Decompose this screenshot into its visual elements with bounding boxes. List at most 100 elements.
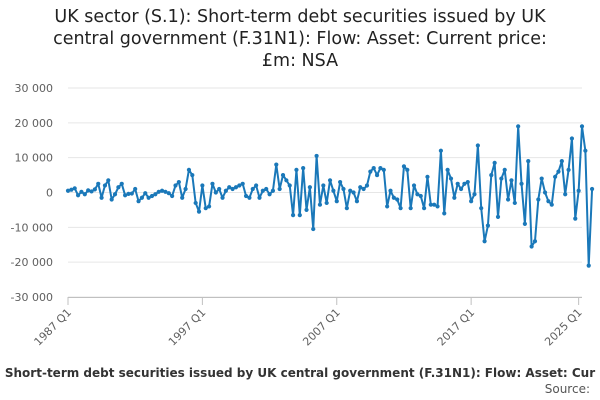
data-point[interactable] — [297, 213, 302, 218]
data-point[interactable] — [542, 190, 548, 195]
data-point[interactable] — [153, 192, 158, 197]
data-point[interactable] — [89, 189, 94, 194]
data-point[interactable] — [583, 148, 588, 153]
data-point[interactable] — [143, 191, 148, 196]
data-point[interactable] — [65, 188, 71, 193]
data-point[interactable] — [270, 188, 276, 193]
data-point[interactable] — [240, 181, 245, 186]
data-point[interactable] — [294, 167, 299, 172]
data-point[interactable] — [371, 166, 376, 171]
data-point[interactable] — [99, 195, 104, 200]
data-point[interactable] — [405, 167, 410, 172]
data-point[interactable] — [425, 174, 430, 179]
data-point[interactable] — [338, 179, 343, 185]
data-point[interactable] — [566, 167, 571, 172]
data-point[interactable] — [227, 185, 232, 190]
data-point[interactable] — [237, 183, 242, 188]
data-point[interactable] — [485, 223, 491, 228]
data-point[interactable] — [401, 164, 407, 169]
data-point[interactable] — [549, 202, 554, 207]
data-point[interactable] — [529, 244, 534, 249]
data-point[interactable] — [123, 193, 128, 198]
data-point[interactable] — [536, 197, 541, 202]
data-point[interactable] — [129, 191, 134, 196]
data-point[interactable] — [579, 124, 585, 129]
data-point[interactable] — [586, 263, 591, 268]
data-point[interactable] — [72, 186, 77, 191]
data-point[interactable] — [354, 199, 360, 204]
data-point[interactable] — [284, 178, 289, 183]
data-point[interactable] — [213, 190, 218, 195]
data-point[interactable] — [539, 176, 544, 181]
data-point[interactable] — [388, 188, 393, 193]
data-point[interactable] — [589, 186, 595, 192]
data-point[interactable] — [563, 192, 568, 197]
data-point[interactable] — [334, 199, 339, 204]
data-point[interactable] — [556, 169, 561, 174]
data-point[interactable] — [361, 186, 366, 192]
data-point[interactable] — [257, 195, 262, 200]
data-point[interactable] — [264, 186, 269, 192]
data-point[interactable] — [351, 190, 356, 195]
data-point[interactable] — [233, 185, 239, 190]
data-point[interactable] — [119, 181, 124, 186]
data-point[interactable] — [250, 186, 255, 192]
data-point[interactable] — [311, 226, 316, 232]
data-point[interactable] — [317, 202, 323, 207]
data-point[interactable] — [415, 192, 420, 197]
data-point[interactable] — [210, 181, 215, 186]
data-point[interactable] — [462, 181, 467, 186]
data-point[interactable] — [304, 207, 309, 213]
data-point[interactable] — [526, 159, 531, 164]
data-point[interactable] — [230, 186, 235, 192]
data-point[interactable] — [112, 192, 118, 197]
data-point[interactable] — [482, 239, 487, 244]
data-point[interactable] — [287, 183, 292, 188]
data-point[interactable] — [512, 200, 517, 206]
data-point[interactable] — [75, 193, 81, 198]
data-point[interactable] — [479, 206, 484, 211]
data-point[interactable] — [170, 193, 175, 199]
data-point[interactable] — [254, 183, 259, 188]
data-point[interactable] — [79, 189, 84, 194]
data-point[interactable] — [173, 183, 178, 188]
data-point[interactable] — [301, 166, 306, 171]
data-point[interactable] — [418, 193, 423, 199]
data-point[interactable] — [193, 200, 198, 206]
data-point[interactable] — [260, 188, 265, 193]
data-point[interactable] — [106, 178, 111, 183]
data-point[interactable] — [492, 160, 497, 165]
data-point[interactable] — [458, 186, 464, 192]
data-point[interactable] — [341, 186, 346, 192]
data-point[interactable] — [432, 202, 437, 207]
data-point[interactable] — [445, 167, 450, 172]
data-point[interactable] — [546, 199, 551, 204]
data-point[interactable] — [109, 197, 114, 202]
data-point[interactable] — [290, 213, 296, 218]
data-point[interactable] — [180, 195, 185, 200]
data-point[interactable] — [207, 204, 212, 209]
data-point[interactable] — [516, 124, 521, 129]
data-point[interactable] — [274, 162, 279, 167]
data-point[interactable] — [368, 169, 373, 174]
data-point[interactable] — [395, 197, 400, 202]
data-point[interactable] — [442, 211, 447, 216]
data-point[interactable] — [553, 174, 558, 179]
data-point[interactable] — [378, 166, 383, 171]
data-point[interactable] — [475, 143, 480, 148]
data-point[interactable] — [522, 221, 527, 226]
data-point[interactable] — [344, 206, 349, 211]
data-point[interactable] — [519, 181, 524, 186]
data-point[interactable] — [569, 136, 575, 141]
data-point[interactable] — [455, 181, 460, 186]
data-point[interactable] — [277, 186, 282, 192]
data-point[interactable] — [247, 195, 252, 200]
data-point[interactable] — [435, 204, 440, 209]
data-point[interactable] — [82, 192, 87, 197]
data-point[interactable] — [465, 179, 470, 185]
data-point[interactable] — [200, 183, 205, 188]
data-point[interactable] — [385, 204, 390, 209]
data-point[interactable] — [391, 195, 396, 200]
data-point[interactable] — [102, 183, 108, 188]
data-point[interactable] — [509, 178, 514, 183]
